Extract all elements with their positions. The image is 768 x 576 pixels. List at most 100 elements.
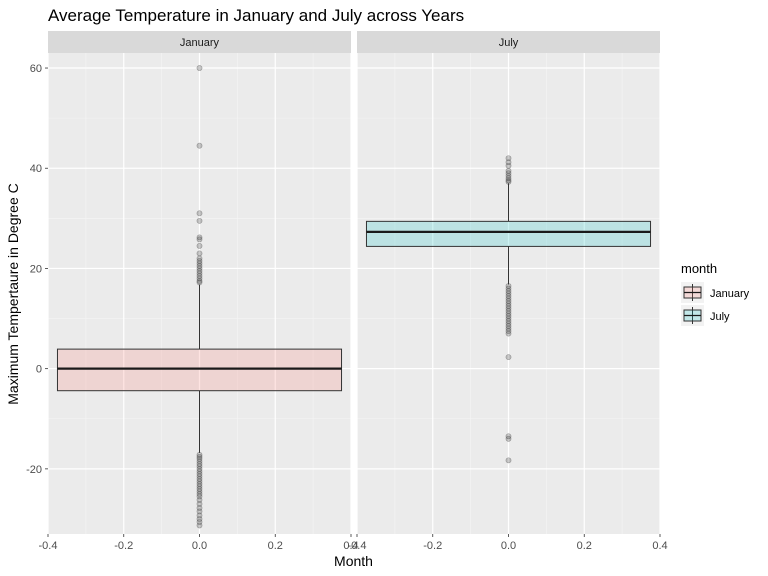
outlier-point	[196, 483, 203, 490]
panel-january: January -0.4 -0.2 0.0 0.2 0.4 -20 0 20 40 60	[26, 31, 359, 552]
facet-label: July	[499, 37, 519, 49]
outlier-point	[196, 255, 203, 262]
x-tick-label: -0.4	[39, 540, 58, 552]
outlier-point	[505, 320, 512, 327]
outlier-point	[196, 468, 203, 475]
outlier-point	[505, 172, 512, 179]
facet-strip	[48, 31, 351, 53]
outlier-point	[196, 278, 203, 284]
outlier-point	[196, 234, 203, 241]
outlier-point	[505, 325, 512, 332]
outlier-point	[505, 175, 512, 182]
chart-title: Average Temperature in January and July …	[48, 6, 464, 25]
x-tick-label: 0.2	[268, 540, 283, 552]
legend-label-january: January	[710, 288, 750, 300]
outlier-point	[505, 305, 512, 312]
outlier-point	[196, 273, 203, 279]
y-axis-title: Maximum Tempertaure in Degree C	[5, 183, 21, 405]
panel-july: July -0.4 -0.2 0.0 0.2 0.4	[348, 31, 668, 552]
outlier-point	[505, 283, 512, 289]
x-tick-label: -0.4	[348, 540, 367, 552]
outlier-point	[505, 323, 512, 329]
outlier-point	[505, 155, 512, 162]
outlier-point	[196, 263, 203, 269]
x-tick-label: 0.4	[343, 540, 358, 552]
outlier-point	[196, 458, 203, 465]
outlier-point	[505, 159, 512, 166]
outlier-point	[505, 457, 512, 464]
panels: January -0.4 -0.2 0.0 0.2 0.4 -20 0 20 40 60 July -0…	[26, 31, 668, 552]
outlier-point	[196, 470, 203, 477]
outlier-point	[505, 303, 512, 309]
x-tick-label: -0.2	[423, 540, 442, 552]
outlier-point	[196, 516, 203, 522]
legend-label-july: July	[710, 311, 730, 323]
x-axis-title: Month	[334, 553, 373, 569]
outlier-point	[196, 236, 203, 243]
outlier-point	[505, 330, 512, 337]
outlier-point	[505, 177, 512, 184]
outlier-point	[196, 465, 203, 472]
outlier-point	[505, 313, 512, 319]
outlier-point	[505, 308, 512, 314]
outlier-point	[196, 463, 203, 470]
outlier-point	[505, 310, 512, 317]
y-tick-label: 0	[36, 364, 42, 376]
box	[365, 220, 652, 247]
outlier-point	[196, 250, 203, 257]
outlier-point	[196, 453, 203, 460]
outlier-point	[505, 354, 512, 361]
legend: month January July	[681, 261, 750, 326]
outlier-point	[196, 473, 203, 480]
outlier-point	[196, 217, 203, 224]
outlier-point	[196, 497, 203, 503]
outlier-point	[196, 265, 203, 272]
outlier-point	[196, 142, 203, 149]
outlier-point	[196, 475, 203, 482]
outlier-point	[196, 451, 203, 458]
outlier-point	[196, 519, 203, 525]
outlier-point	[505, 435, 512, 442]
outlier-point	[196, 455, 203, 462]
outlier-point	[505, 178, 512, 185]
outlier-point	[196, 260, 203, 267]
outlier-point	[196, 505, 203, 511]
x-tick-label: 0.0	[192, 540, 207, 552]
outlier-point	[196, 486, 203, 492]
outlier-point	[505, 167, 512, 174]
outlier-point	[196, 268, 203, 274]
box	[56, 348, 343, 392]
outlier-point	[196, 488, 203, 495]
outlier-point	[196, 508, 203, 515]
outlier-point	[196, 243, 203, 249]
x-tick-label: 0.4	[652, 540, 667, 552]
outlier-point	[505, 315, 512, 322]
y-tick-label: 20	[30, 263, 42, 275]
outlier-point	[196, 258, 203, 264]
outlier-point	[505, 285, 512, 292]
outlier-point	[196, 65, 203, 71]
outlier-point	[505, 433, 512, 440]
outlier-point	[196, 522, 203, 529]
outlier-point	[505, 318, 512, 324]
outlier-point	[505, 298, 512, 304]
outlier-point	[196, 270, 203, 277]
x-tick-label: 0.2	[577, 540, 592, 552]
outlier-point	[505, 290, 512, 297]
facet-label: January	[180, 37, 220, 49]
y-tick-label: 60	[30, 63, 42, 75]
outlier-point	[505, 162, 512, 169]
x-tick-label: 0.0	[501, 540, 516, 552]
outlier-point	[505, 288, 512, 294]
outlier-point	[196, 478, 203, 485]
outlier-point	[505, 295, 512, 302]
outlier-point	[505, 293, 512, 299]
outlier-point	[505, 328, 512, 334]
outlier-point	[196, 210, 203, 217]
outlier-point	[196, 480, 203, 487]
outlier-point	[196, 275, 203, 282]
y-tick-label: 40	[30, 163, 42, 175]
y-tick-label: -20	[26, 464, 42, 476]
x-tick-label: -0.2	[114, 540, 133, 552]
